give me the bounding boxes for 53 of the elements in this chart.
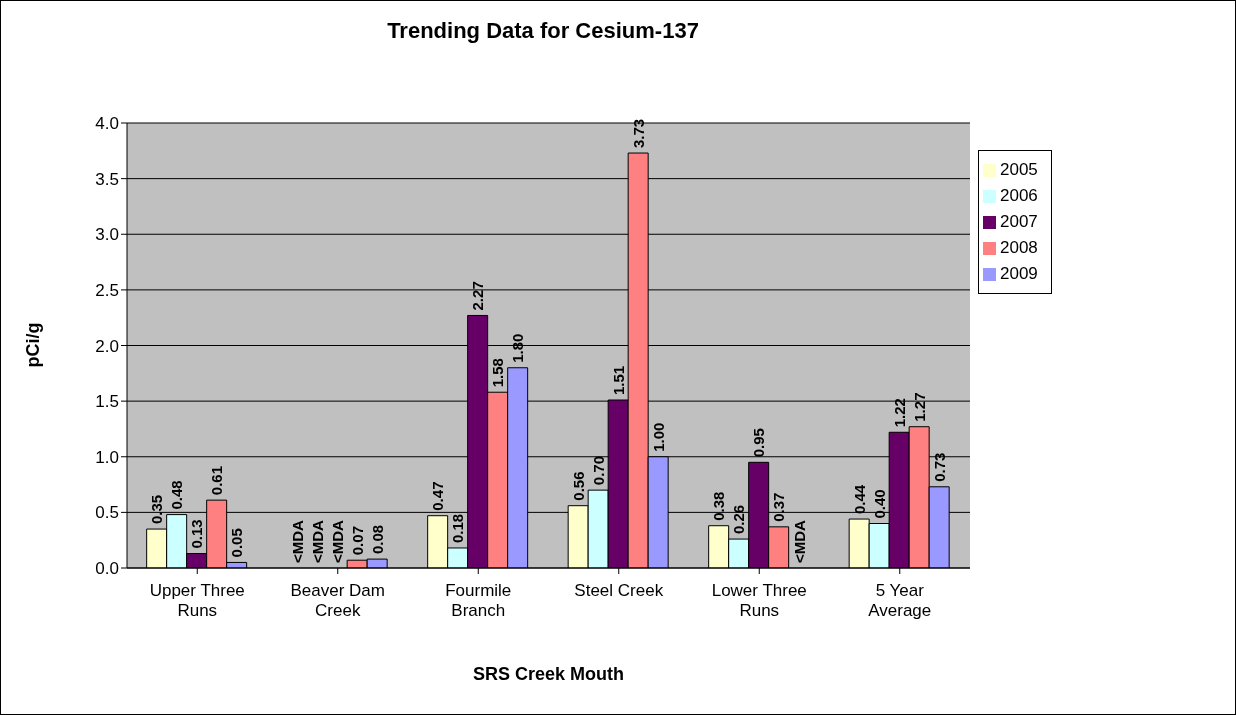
- data-label: 0.08: [368, 524, 386, 555]
- data-label: 0.48: [168, 480, 186, 510]
- y-tick-label: 0.5: [95, 503, 119, 523]
- data-label: 1.80: [509, 333, 527, 363]
- data-label: 0.47: [429, 481, 447, 511]
- y-tick-label: 3.0: [95, 225, 119, 245]
- data-label: 0.38: [710, 491, 728, 521]
- data-label: 0.73: [930, 452, 948, 482]
- x-tick-label: Steel Creek: [574, 581, 664, 600]
- text: <MDA: [329, 520, 347, 563]
- y-tick-label: 2.5: [95, 280, 119, 300]
- y-tick-label: 4.0: [95, 114, 119, 134]
- data-label: 0.35: [148, 494, 166, 525]
- legend-label: 2008: [1000, 238, 1038, 257]
- legend-label: 2009: [1000, 264, 1038, 283]
- data-label: 1.00: [649, 422, 667, 452]
- data-label: 0.61: [208, 465, 226, 496]
- text: <MDA: [309, 520, 327, 563]
- x-axis-title: SRS Creek Mouth: [472, 664, 625, 685]
- y-axis-title: pCi/g: [22, 322, 44, 368]
- data-label: 0.13: [188, 519, 206, 549]
- text: <MDA: [791, 520, 809, 563]
- chart-title: Trending Data for Cesium-137: [386, 18, 700, 44]
- y-tick-label: 0.0: [95, 559, 119, 579]
- data-label: 1.51: [609, 365, 627, 396]
- data-label: 0.37: [770, 492, 788, 522]
- legend-label: 2005: [1000, 160, 1038, 179]
- y-tick-label: 1.0: [95, 447, 119, 467]
- data-label: 0.70: [589, 455, 607, 486]
- data-label: 0.56: [569, 471, 587, 501]
- x-tick-label: Lower Three Runs: [711, 581, 807, 620]
- data-label: 1.58: [489, 358, 507, 388]
- data-label: 0.18: [449, 513, 467, 543]
- data-label: 0.44: [850, 484, 868, 515]
- data-label: 1.27: [910, 392, 928, 422]
- data-label: 3.73: [629, 118, 647, 149]
- data-label: 2.27: [469, 281, 487, 311]
- y-tick-label: 3.5: [95, 169, 119, 189]
- data-label: 0.07: [348, 526, 366, 556]
- x-tick-label: Beaver Dam Creek: [290, 581, 385, 620]
- y-tick-label: 1.5: [95, 392, 119, 412]
- x-tick-label: 5 Year Average: [868, 581, 932, 620]
- x-tick-label: Fourmile Branch: [445, 581, 512, 620]
- data-label: 0.26: [730, 504, 748, 535]
- data-label: 0.95: [750, 428, 768, 458]
- legend-label: 2006: [1000, 186, 1038, 205]
- legend-label: 2007: [1000, 212, 1038, 231]
- data-label: 0.40: [870, 489, 888, 519]
- data-label: 1.22: [890, 398, 908, 428]
- y-tick-label: 2.0: [95, 336, 119, 356]
- text: <MDA: [288, 520, 306, 563]
- x-tick-label: Upper Three Runs: [149, 581, 245, 620]
- data-label: 0.05: [228, 528, 246, 558]
